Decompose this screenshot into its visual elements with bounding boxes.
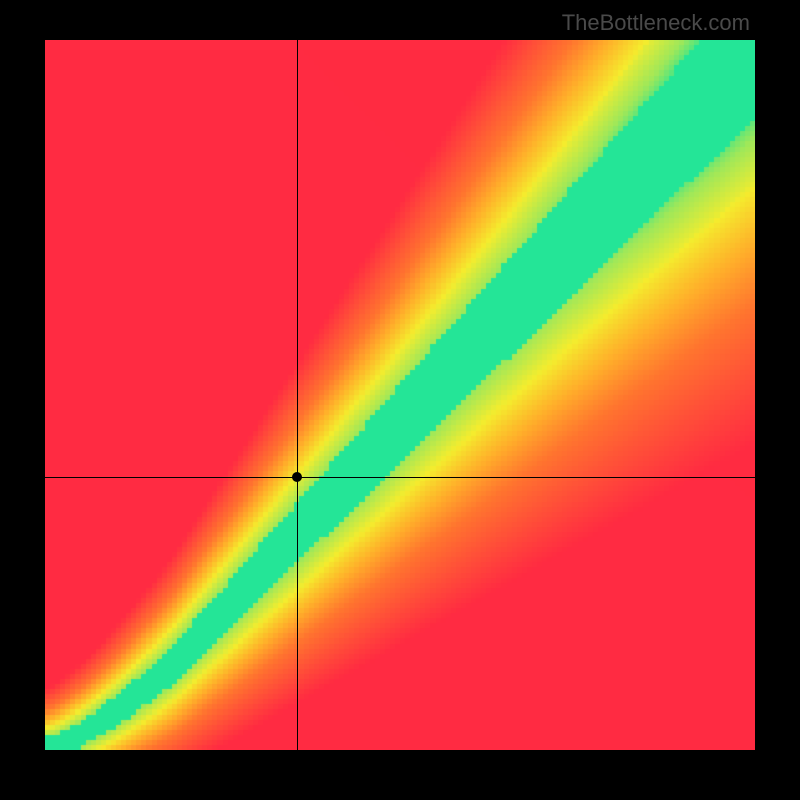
watermark-text: TheBottleneck.com: [562, 10, 750, 36]
plot-area: [45, 40, 755, 750]
heatmap-canvas: [45, 40, 755, 750]
crosshair-horizontal: [45, 477, 755, 478]
chart-container: TheBottleneck.com: [0, 0, 800, 800]
bottleneck-marker[interactable]: [292, 472, 302, 482]
crosshair-vertical: [297, 40, 298, 750]
